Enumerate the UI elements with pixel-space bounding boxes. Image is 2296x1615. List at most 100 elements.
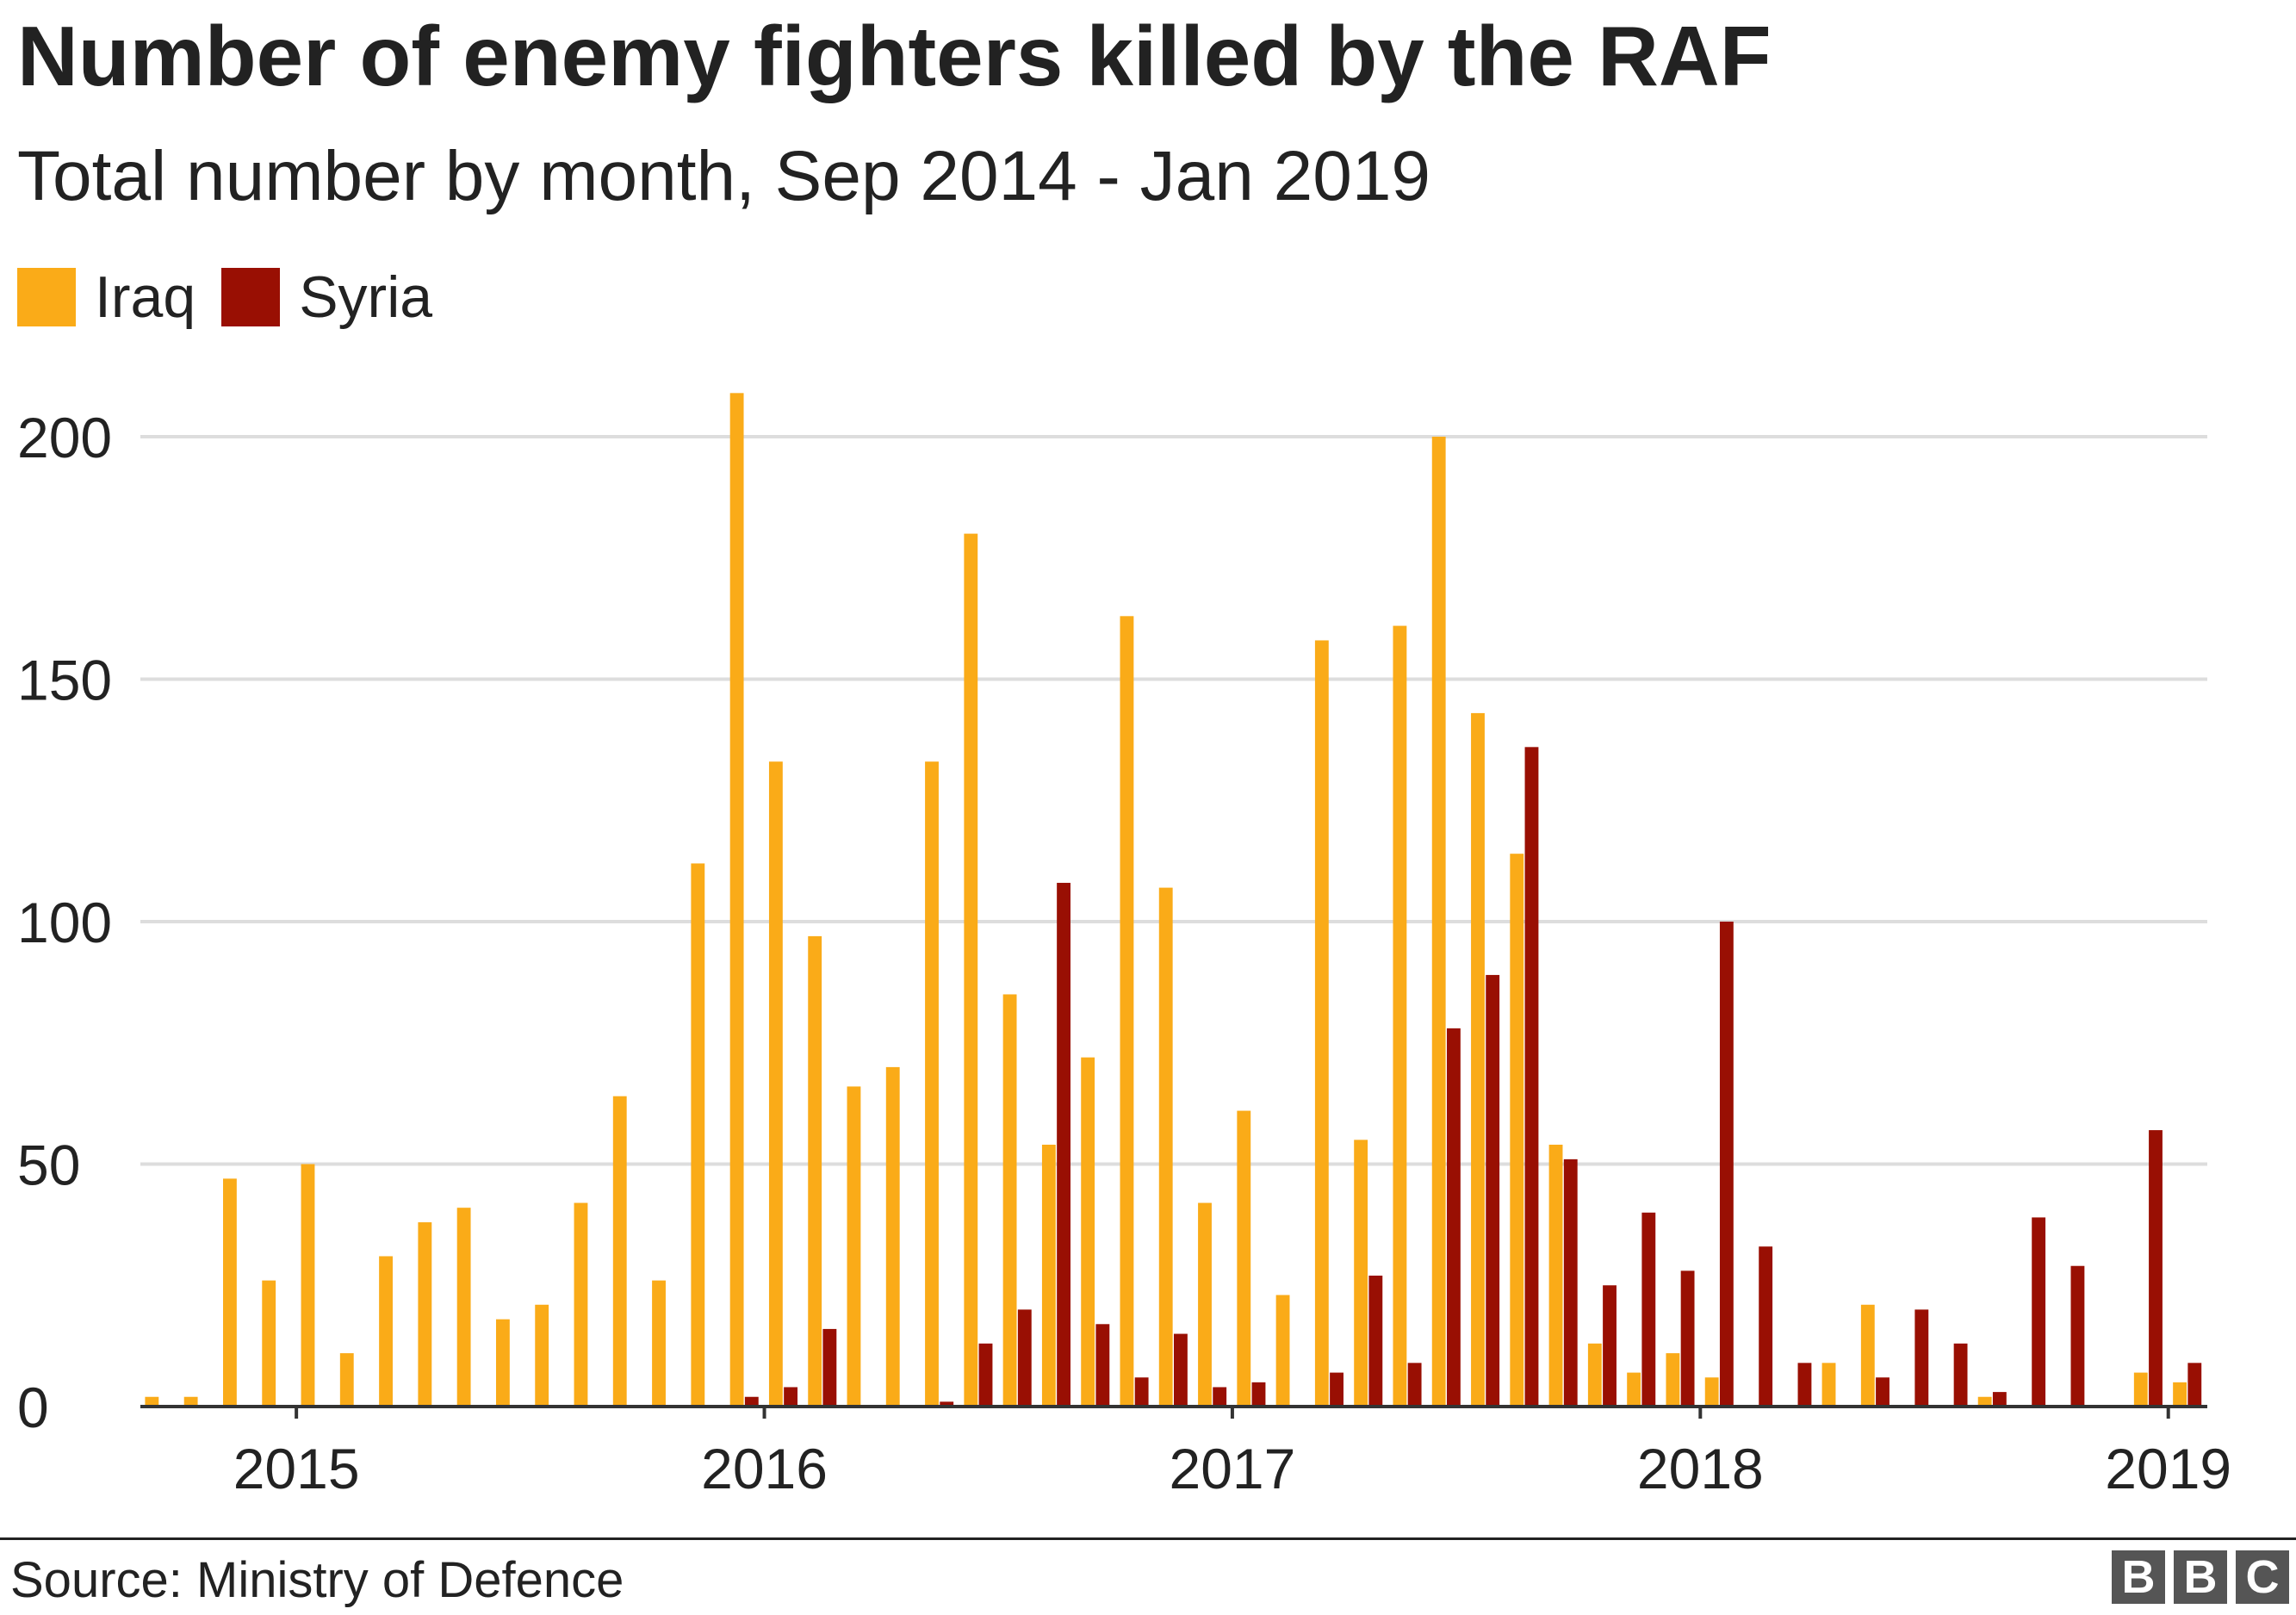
bar-iraq: [1471, 712, 1485, 1407]
bar-syria: [1876, 1377, 1890, 1407]
bar-syria: [1251, 1382, 1266, 1407]
chart-subtitle: Total number by month, Sep 2014 - Jan 20…: [17, 137, 1431, 215]
bar-syria: [940, 1401, 954, 1407]
bar-iraq: [1666, 1353, 1680, 1407]
bar-iraq: [1977, 1396, 1992, 1407]
bar-syria: [1407, 1363, 1422, 1407]
x-tick-label: 2016: [701, 1437, 828, 1500]
bar-iraq: [1431, 437, 1446, 1407]
y-tick-label: 100: [17, 891, 112, 954]
bar-iraq: [418, 1222, 432, 1407]
bar-iraq: [691, 863, 705, 1407]
bar-iraq: [495, 1319, 510, 1407]
legend-swatch-syria: [221, 268, 281, 326]
bar-iraq: [1041, 1144, 1056, 1407]
bar-iraq: [456, 1208, 471, 1407]
bar-iraq: [729, 393, 744, 1407]
y-tick-label: 50: [17, 1134, 80, 1197]
bar-syria: [1174, 1333, 1188, 1407]
bar-syria: [784, 1387, 798, 1407]
bar-iraq: [1198, 1202, 1212, 1407]
bar-syria: [978, 1343, 993, 1407]
x-tick-label: 2015: [233, 1437, 360, 1500]
y-tick-label: 150: [17, 649, 112, 712]
bar-iraq: [768, 761, 783, 1407]
bar-syria: [1914, 1309, 1929, 1407]
legend-swatch-iraq: [17, 268, 76, 326]
legend-item-syria: Syria: [221, 264, 432, 331]
bar-iraq: [1548, 1144, 1563, 1407]
bar-iraq: [2173, 1382, 2187, 1407]
bar-iraq: [183, 1396, 198, 1407]
bar-iraq: [612, 1096, 627, 1407]
bar-iraq: [808, 935, 822, 1407]
bar-iraq: [1275, 1295, 1290, 1407]
x-tick-label: 2017: [1170, 1437, 1296, 1500]
bar-iraq: [535, 1304, 549, 1407]
bar-syria: [744, 1396, 759, 1407]
bar-iraq: [1237, 1110, 1251, 1407]
bar-syria: [1719, 922, 1734, 1407]
footer-divider: [0, 1537, 2296, 1540]
bbc-logo-letter: B: [2112, 1550, 2165, 1604]
bar-syria: [1524, 747, 1539, 1407]
bar-iraq: [1314, 640, 1329, 1407]
bar-iraq: [1704, 1377, 1719, 1407]
bar-syria: [1213, 1387, 1227, 1407]
bar-iraq: [379, 1256, 393, 1407]
bar-syria: [1992, 1392, 2007, 1407]
y-tick-label: 200: [17, 406, 112, 469]
bar-iraq: [1002, 994, 1017, 1407]
legend-item-iraq: Iraq: [17, 264, 195, 331]
bar-iraq: [885, 1066, 900, 1407]
bar-syria: [1680, 1270, 1695, 1407]
bar-iraq: [145, 1396, 159, 1407]
bar-syria: [2149, 1130, 2163, 1407]
bar-syria: [1797, 1363, 1812, 1407]
bar-iraq: [1627, 1372, 1641, 1407]
bar-syria: [1330, 1372, 1343, 1407]
bar-syria: [2187, 1363, 2202, 1407]
bbc-logo-letter: B: [2174, 1550, 2227, 1604]
bbc-logo: B B C: [2103, 1550, 2289, 1604]
bar-iraq: [1393, 625, 1407, 1407]
bar-syria: [2070, 1265, 2085, 1407]
bar-syria: [1759, 1246, 1773, 1407]
bar-iraq: [652, 1280, 666, 1407]
bar-iraq: [223, 1178, 237, 1407]
bar-syria: [1095, 1324, 1110, 1407]
bar-syria: [1368, 1275, 1383, 1407]
bar-iraq: [1354, 1140, 1368, 1407]
bar-chart: 0 50 100 150 200 2015 2016 2017 2018 2019: [17, 393, 2231, 1500]
bar-iraq: [2133, 1372, 2148, 1407]
bar-syria: [2032, 1217, 2046, 1407]
bar-iraq: [964, 533, 978, 1407]
bar-iraq: [847, 1086, 861, 1407]
bar-iraq: [1587, 1343, 1602, 1407]
bar-iraq: [1860, 1304, 1875, 1407]
bar-iraq: [1510, 854, 1524, 1407]
legend-label-syria: Syria: [299, 264, 433, 330]
legend: Iraq Syria: [17, 263, 458, 332]
x-tick-label: 2019: [2105, 1437, 2231, 1500]
bar-iraq: [1120, 616, 1134, 1407]
legend-label-iraq: Iraq: [95, 264, 196, 330]
x-tick-label: 2018: [1637, 1437, 1764, 1500]
bar-syria: [1486, 974, 1500, 1407]
bar-syria: [1446, 1028, 1461, 1407]
bar-syria: [1563, 1158, 1578, 1407]
bar-syria: [1017, 1309, 1032, 1407]
bar-iraq: [301, 1164, 315, 1407]
bar-iraq: [1081, 1057, 1095, 1407]
y-tick-label: 0: [17, 1376, 49, 1439]
chart-title: Number of enemy fighters killed by the R…: [17, 9, 1772, 103]
bar-iraq: [1821, 1363, 1836, 1407]
bbc-logo-letter: C: [2236, 1550, 2289, 1604]
bar-syria: [1057, 882, 1070, 1407]
bar-syria: [1134, 1377, 1149, 1407]
bar-iraq: [574, 1202, 588, 1407]
bar-iraq: [339, 1353, 354, 1407]
bar-iraq: [262, 1280, 276, 1407]
bar-iraq: [925, 761, 939, 1407]
bar-syria: [1603, 1285, 1617, 1407]
